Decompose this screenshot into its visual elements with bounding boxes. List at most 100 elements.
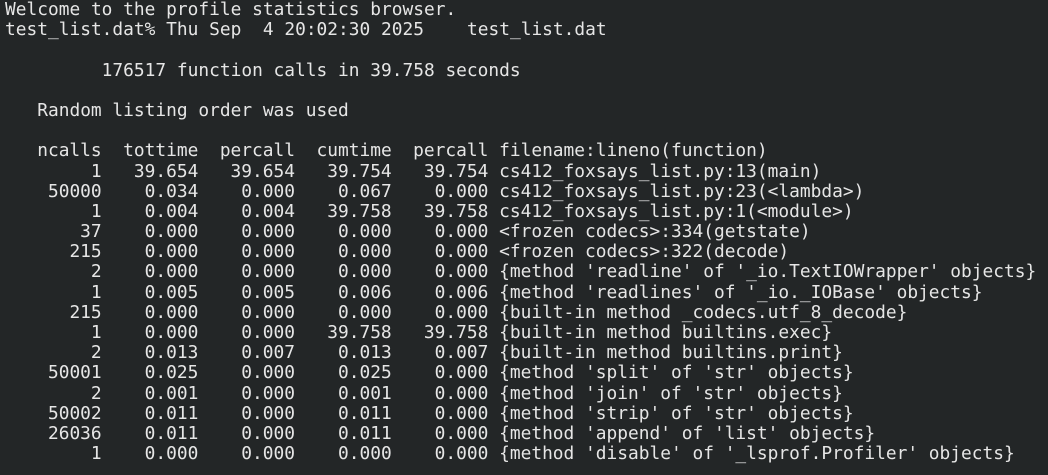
blank-line — [5, 81, 1048, 101]
cell-percall-cum: 0.000 — [434, 241, 489, 263]
cell-percall-cum: 0.000 — [434, 382, 489, 404]
cell-ncalls: 50002 — [47, 402, 102, 424]
cell-function: {method 'split' of 'str' objects} — [499, 362, 854, 384]
cell-function: {method 'disable' of '_lsprof.Profiler' … — [499, 443, 1015, 465]
welcome-line: Welcome to the profile statistics browse… — [5, 0, 457, 20]
cell-percall-cum: 39.758 — [423, 200, 489, 222]
table-row: 1 0.005 0.005 0.006 0.006 {method 'readlines'… — [5, 281, 1048, 303]
cell-cumtime: 39.754 — [327, 160, 392, 182]
table-row: 50002 0.011 0.000 0.011 0.000 {method 'strip'… — [5, 402, 1048, 424]
cell-percall: 0.000 — [241, 322, 296, 343]
cell-tottime: 0.000 — [144, 241, 199, 263]
cell-tottime: 39.654 — [133, 160, 199, 182]
cell-function: {method 'strip' of 'str' objects} — [499, 402, 854, 424]
prompt-line: test_list.dat% Thu Sep 4 20:02:30 2025 t… — [5, 20, 1048, 40]
cell-percall: 0.000 — [241, 422, 296, 444]
cell-function: {built-in method builtins.exec} — [499, 322, 833, 343]
cell-tottime: 0.000 — [144, 443, 199, 465]
cell-percall: 0.000 — [241, 382, 296, 404]
cell-cumtime: 0.000 — [337, 221, 392, 243]
cell-ncalls: 2 — [90, 342, 102, 364]
cell-cumtime: 0.011 — [337, 422, 392, 444]
header-ncalls: ncalls — [37, 140, 102, 162]
table-row: 37 0.000 0.000 0.000 0.000 <frozen codecs>:33… — [5, 221, 1048, 243]
cell-tottime: 0.013 — [144, 342, 199, 364]
header-percall-cum: percall — [413, 140, 489, 162]
cell-percall-cum: 0.000 — [434, 180, 489, 202]
summary-line: 176517 function calls in 39.758 seconds — [101, 59, 521, 81]
cell-function: {method 'append' of 'list' objects} — [499, 422, 876, 444]
cell-cumtime: 0.000 — [337, 301, 392, 323]
cell-function: {method 'readline' of '_io.TextIOWrapper… — [499, 261, 1037, 283]
table-row: 215 0.000 0.000 0.000 0.000 <frozen codecs>:3… — [5, 242, 1048, 262]
cell-cumtime: 0.000 — [337, 443, 392, 465]
cell-percall-cum: 0.000 — [434, 443, 489, 465]
cell-percall-cum: 39.754 — [423, 160, 489, 182]
cell-percall: 0.000 — [241, 301, 296, 323]
cell-tottime: 0.011 — [144, 422, 199, 444]
cell-percall: 0.007 — [241, 342, 296, 364]
cell-tottime: 0.000 — [144, 221, 199, 243]
table-header: ncalls tottime percall cumtime percall filena… — [5, 141, 1048, 161]
cell-function: {built-in method _codecs.utf_8_decode} — [499, 301, 908, 323]
cell-cumtime: 0.067 — [337, 180, 392, 202]
cell-percall-cum: 0.000 — [434, 402, 489, 424]
table-row: 1 0.000 0.000 39.758 39.758 {built-in method … — [5, 322, 1048, 343]
cell-ncalls: 1 — [90, 160, 102, 182]
cell-function: {method 'join' of 'str' objects} — [499, 382, 843, 404]
table-row: 50001 0.025 0.000 0.025 0.000 {method 'split'… — [5, 363, 1048, 383]
cell-tottime: 0.000 — [144, 322, 199, 343]
cell-percall: 0.000 — [241, 362, 296, 384]
profile-date: Thu Sep 4 20:02:30 2025 — [166, 19, 424, 41]
table-row: 1 0.004 0.004 39.758 39.758 cs412_foxsays_lis… — [5, 200, 1048, 222]
terminal-output: Welcome to the profile statistics browse… — [5, 0, 1048, 464]
cell-cumtime: 39.758 — [327, 322, 392, 343]
cell-function: cs412_foxsays_list.py:23(<lambda>) — [499, 180, 865, 202]
cell-percall: 0.000 — [241, 241, 296, 263]
cell-percall: 0.004 — [241, 200, 296, 222]
cell-tottime: 0.000 — [144, 261, 199, 283]
cell-ncalls: 2 — [90, 382, 102, 404]
cell-ncalls: 26036 — [47, 422, 102, 444]
cell-cumtime: 0.006 — [337, 281, 392, 303]
stats-table: ncalls tottime percall cumtime percall filena… — [5, 141, 1048, 464]
cell-ncalls: 1 — [90, 322, 102, 343]
cell-function: cs412_foxsays_list.py:1(<module>) — [499, 200, 854, 222]
cell-cumtime: 0.000 — [337, 261, 392, 283]
cell-tottime: 0.005 — [144, 281, 199, 303]
table-row: 2 0.000 0.000 0.000 0.000 {method 'readline' … — [5, 262, 1048, 282]
table-row: 50000 0.034 0.000 0.067 0.000 cs412_foxsays_l… — [5, 180, 1048, 202]
table-row: 1 39.654 39.654 39.754 39.754 cs412_foxsays_l… — [5, 160, 1048, 182]
cell-ncalls: 215 — [69, 241, 102, 263]
cell-percall: 0.000 — [241, 221, 296, 243]
header-percall: percall — [219, 140, 296, 162]
cell-ncalls: 1 — [90, 200, 102, 222]
cell-function: <frozen codecs>:334(getstate) — [499, 221, 811, 243]
cell-ncalls: 1 — [90, 281, 102, 303]
cell-percall-cum: 0.007 — [434, 342, 489, 364]
cell-function: {method 'readlines' of '_io._IOBase' obj… — [499, 281, 983, 303]
cell-ncalls: 50001 — [47, 362, 102, 384]
table-row: 2 0.001 0.000 0.001 0.000 {method 'join' of '… — [5, 382, 1048, 404]
cell-percall-cum: 0.006 — [434, 281, 489, 303]
cell-function: {built-in method builtins.print} — [499, 342, 843, 364]
cell-percall: 0.000 — [241, 402, 296, 424]
cell-tottime: 0.001 — [144, 382, 199, 404]
profile-file: test_list.dat — [466, 19, 607, 41]
cell-cumtime: 0.013 — [337, 342, 392, 364]
cell-ncalls: 37 — [80, 221, 102, 243]
cell-percall: 0.005 — [241, 281, 296, 303]
order-note: Random listing order was used — [37, 99, 349, 121]
cell-percall-cum: 0.000 — [434, 301, 489, 323]
cell-percall-cum: 0.000 — [434, 261, 489, 283]
cell-cumtime: 0.000 — [337, 241, 392, 263]
cell-tottime: 0.025 — [144, 362, 199, 384]
cell-tottime: 0.034 — [144, 180, 199, 202]
cell-ncalls: 2 — [90, 261, 102, 283]
cell-percall: 39.654 — [230, 160, 296, 182]
cell-ncalls: 50000 — [47, 180, 102, 202]
table-row: 2 0.013 0.007 0.013 0.007 {built-in method bu… — [5, 342, 1048, 364]
cell-tottime: 0.000 — [144, 301, 199, 323]
cell-percall: 0.000 — [241, 261, 296, 283]
cell-cumtime: 39.758 — [327, 200, 392, 222]
